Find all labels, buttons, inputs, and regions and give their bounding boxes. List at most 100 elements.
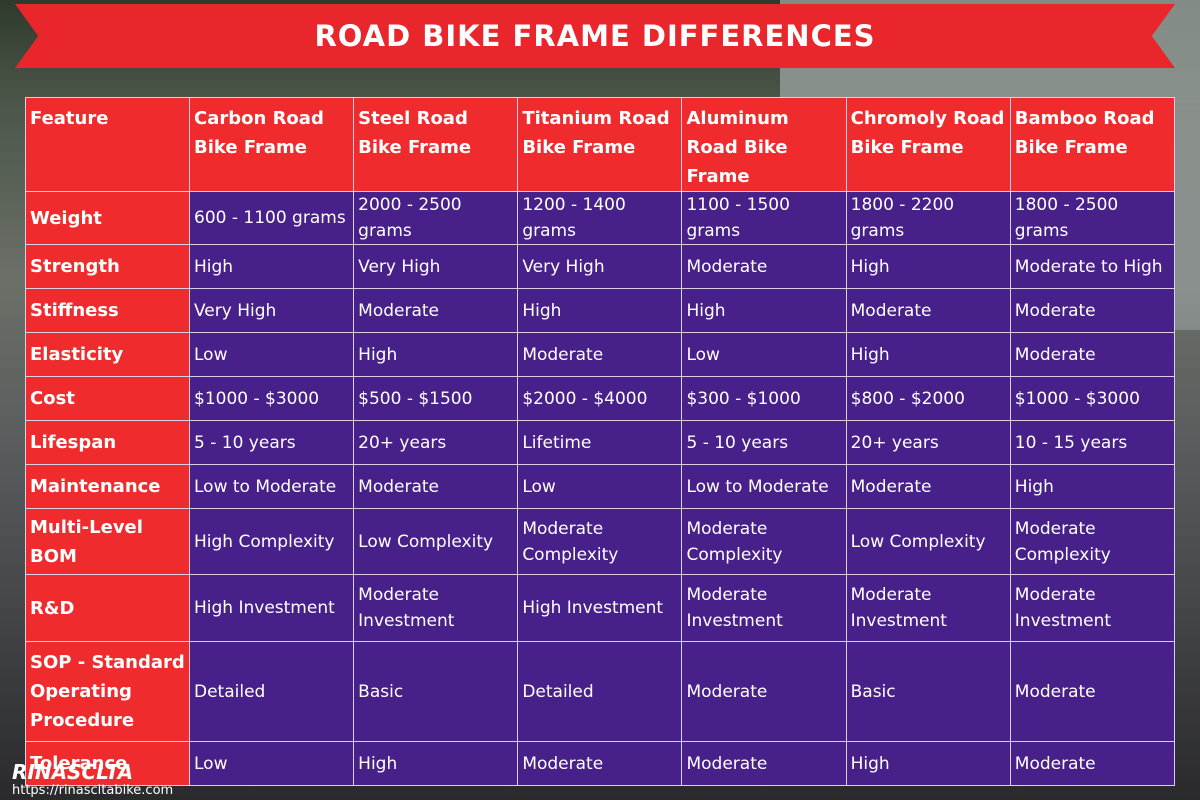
value-cell: Moderate to High <box>1009 244 1176 289</box>
value-cell: Moderate <box>1009 741 1176 786</box>
value-cell: Moderate <box>517 741 683 786</box>
value-cell: 1800 - 2200 grams <box>845 191 1011 245</box>
value-cell: 10 - 15 years <box>1009 420 1176 465</box>
value-cell: Low Complexity <box>845 508 1011 575</box>
value-cell: Basic <box>845 641 1011 742</box>
value-cell: 1100 - 1500 grams <box>681 191 847 245</box>
value-cell: $2000 - $4000 <box>517 376 683 421</box>
value-cell: $500 - $1500 <box>353 376 519 421</box>
value-cell: 600 - 1100 grams <box>188 191 355 245</box>
table-row: Weight 600 - 1100 grams 2000 - 2500 grams 1… <box>25 191 1176 245</box>
feature-cell: Strength <box>25 244 190 289</box>
value-cell: Low <box>188 741 355 786</box>
value-cell: High <box>845 244 1011 289</box>
feature-cell: SOP - Standard Operating Procedure <box>25 641 190 742</box>
value-cell: Low Complexity <box>353 508 519 575</box>
header-cell: Carbon Road Bike Frame <box>188 97 355 192</box>
feature-cell: R&D <box>25 574 190 642</box>
value-cell: $300 - $1000 <box>681 376 847 421</box>
value-cell: Low to Moderate <box>681 464 847 509</box>
value-cell: High Investment <box>517 574 683 642</box>
table-row: Cost $1000 - $3000 $500 - $1500 $2000 - $40… <box>25 376 1176 421</box>
value-cell: Moderate <box>353 464 519 509</box>
value-cell: 20+ years <box>353 420 519 465</box>
value-cell: Moderate <box>845 288 1011 333</box>
value-cell: Moderate <box>1009 288 1176 333</box>
value-cell: Moderate <box>845 464 1011 509</box>
value-cell: Moderate Investment <box>845 574 1011 642</box>
value-cell: Moderate <box>681 741 847 786</box>
table-row: R&D High Investment Moderate Investment Hig… <box>25 574 1176 642</box>
value-cell: Moderate <box>681 244 847 289</box>
value-cell: Moderate Complexity <box>1009 508 1176 575</box>
comparison-table: Feature Carbon Road Bike Frame Steel Road … <box>25 97 1176 786</box>
table-row: Elasticity Low High Moderate Low High Moderate <box>25 332 1176 377</box>
feature-cell: Lifespan <box>25 420 190 465</box>
value-cell: $1000 - $3000 <box>1009 376 1176 421</box>
feature-cell: Maintenance <box>25 464 190 509</box>
header-cell: Bamboo Road Bike Frame <box>1009 97 1176 192</box>
title: ROAD BIKE FRAME DIFFERENCES <box>314 19 876 53</box>
value-cell: 20+ years <box>845 420 1011 465</box>
feature-cell: Tolerance <box>25 741 190 786</box>
value-cell: High <box>353 332 519 377</box>
value-cell: 1200 - 1400 grams <box>517 191 683 245</box>
value-cell: Moderate <box>353 288 519 333</box>
value-cell: Low <box>681 332 847 377</box>
value-cell: Low to Moderate <box>188 464 355 509</box>
value-cell: 1800 - 2500 grams <box>1009 191 1176 245</box>
feature-cell: Multi-Level BOM <box>25 508 190 575</box>
table-row: Multi-Level BOM High Complexity Low Comple… <box>25 508 1176 575</box>
value-cell: Moderate <box>1009 641 1176 742</box>
value-cell: High <box>845 741 1011 786</box>
value-cell: Moderate Complexity <box>517 508 683 575</box>
feature-cell: Weight <box>25 191 190 245</box>
value-cell: Moderate Investment <box>681 574 847 642</box>
value-cell: Detailed <box>517 641 683 742</box>
value-cell: High <box>188 244 355 289</box>
table-row: Tolerance Low High Moderate Moderate High Mode… <box>25 741 1176 786</box>
value-cell: Basic <box>353 641 519 742</box>
value-cell: Moderate <box>517 332 683 377</box>
value-cell: Moderate Investment <box>353 574 519 642</box>
feature-cell: Stiffness <box>25 288 190 333</box>
table-row: Lifespan 5 - 10 years 20+ years Lifetime 5 -… <box>25 420 1176 465</box>
value-cell: High <box>353 741 519 786</box>
header-cell: Aluminum Road Bike Frame <box>681 97 847 192</box>
value-cell: Very High <box>353 244 519 289</box>
table-row: Strength High Very High Very High Moderate Hi… <box>25 244 1176 289</box>
value-cell: 5 - 10 years <box>681 420 847 465</box>
feature-cell: Elasticity <box>25 332 190 377</box>
header-row: Feature Carbon Road Bike Frame Steel Road … <box>25 97 1176 192</box>
logo: RINASCLTA <box>12 760 134 784</box>
value-cell: High <box>845 332 1011 377</box>
value-cell: High Complexity <box>188 508 355 575</box>
value-cell: 2000 - 2500 grams <box>353 191 519 245</box>
value-cell: High Investment <box>188 574 355 642</box>
url: https://rinascltabike.com <box>12 783 174 798</box>
value-cell: Low <box>517 464 683 509</box>
title-banner: ROAD BIKE FRAME DIFFERENCES <box>15 4 1175 68</box>
table-row: Stiffness Very High Moderate High High Modera… <box>25 288 1176 333</box>
value-cell: Moderate <box>681 641 847 742</box>
value-cell: Moderate Complexity <box>681 508 847 575</box>
value-cell: Low <box>188 332 355 377</box>
value-cell: High <box>517 288 683 333</box>
value-cell: High <box>681 288 847 333</box>
header-cell: Chromoly Road Bike Frame <box>845 97 1011 192</box>
table-row: SOP - Standard Operating Procedure Detail… <box>25 641 1176 742</box>
feature-cell: Cost <box>25 376 190 421</box>
value-cell: $800 - $2000 <box>845 376 1011 421</box>
table-row: Maintenance Low to Moderate Moderate Low Low… <box>25 464 1176 509</box>
value-cell: 5 - 10 years <box>188 420 355 465</box>
value-cell: Very High <box>517 244 683 289</box>
value-cell: Lifetime <box>517 420 683 465</box>
header-cell: Feature <box>25 97 190 192</box>
value-cell: Moderate <box>1009 332 1176 377</box>
header-cell: Titanium Road Bike Frame <box>517 97 683 192</box>
value-cell: Detailed <box>188 641 355 742</box>
value-cell: Very High <box>188 288 355 333</box>
value-cell: $1000 - $3000 <box>188 376 355 421</box>
header-cell: Steel Road Bike Frame <box>353 97 519 192</box>
